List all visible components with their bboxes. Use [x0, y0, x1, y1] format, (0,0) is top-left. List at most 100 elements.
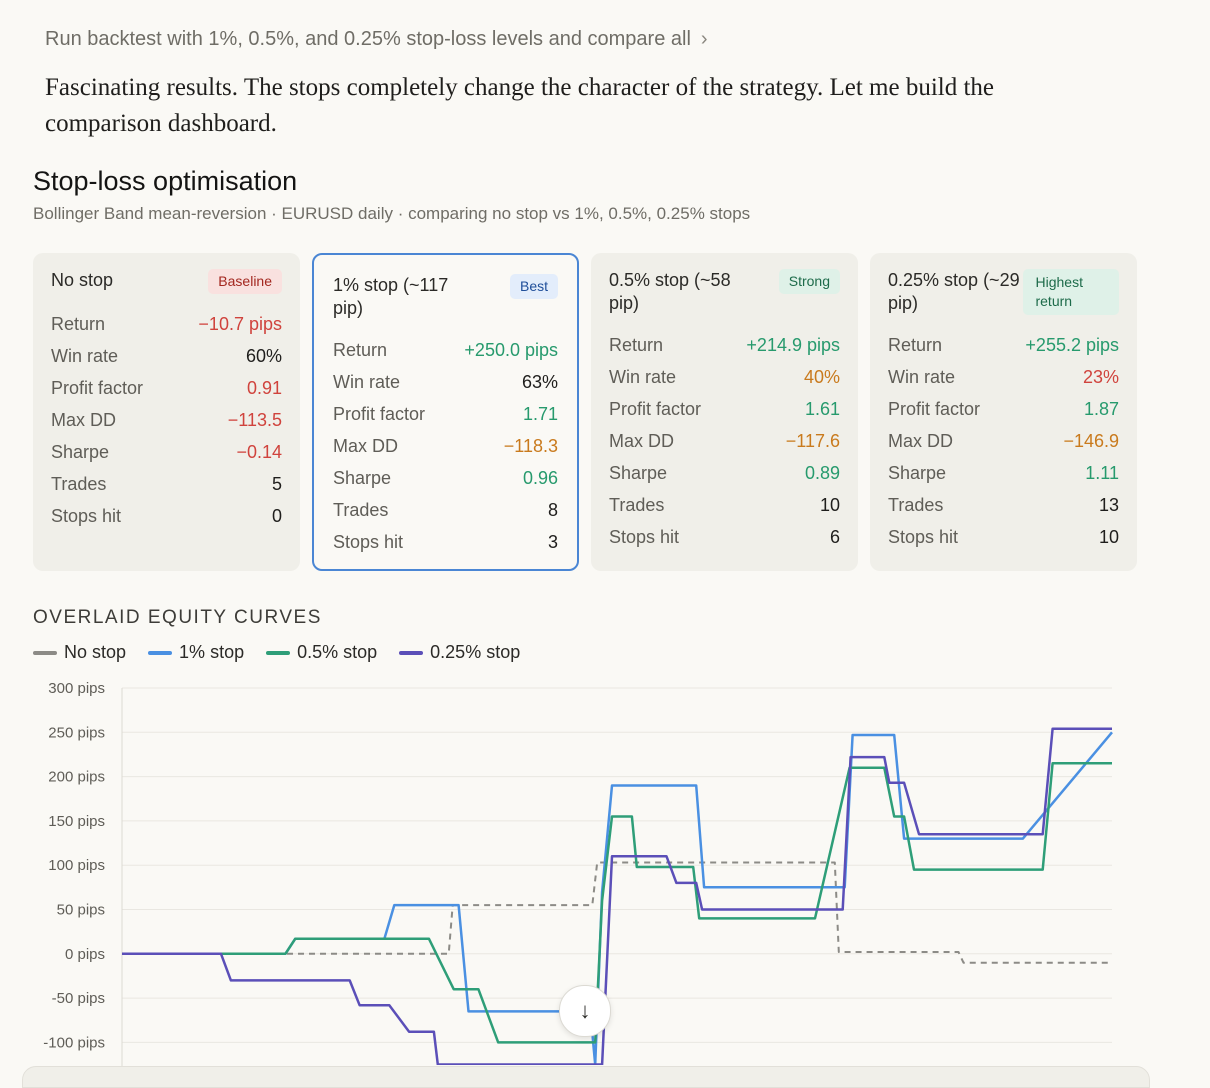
- stat-value: 10: [819, 495, 840, 515]
- stat-value: 60%: [245, 346, 282, 366]
- stat-row: Sharpe 1.11: [888, 457, 1119, 489]
- stat-label: Win rate: [609, 367, 677, 387]
- status-badge: Strong: [778, 269, 840, 294]
- stat-value: 0.91: [246, 378, 282, 398]
- stat-row: Trades 5: [51, 468, 282, 500]
- card-header: 1% stop (~117 pip) Best: [333, 274, 558, 320]
- card-title: 1% stop (~117 pip): [333, 275, 449, 318]
- y-tick-label: 250 pips: [48, 724, 105, 741]
- stat-value: 5: [271, 474, 282, 494]
- dashboard-subtitle: Bollinger Band mean-reversion · EURUSD d…: [33, 204, 751, 223]
- stat-value: 13: [1098, 495, 1119, 515]
- stat-label: Profit factor: [609, 399, 702, 419]
- stat-row: Stops hit 10: [888, 521, 1119, 553]
- stat-row: Return +214.9 pips: [609, 329, 840, 361]
- stat-row: Stops hit 6: [609, 521, 840, 553]
- stat-row: Profit factor 0.91: [51, 372, 282, 404]
- equity-curves-heading: OVERLAID EQUITY CURVES: [33, 607, 322, 628]
- user-prompt-text: Run backtest with 1%, 0.5%, and 0.25% st…: [45, 28, 691, 50]
- stat-row: Trades 8: [333, 494, 558, 526]
- stat-row: Win rate 40%: [609, 361, 840, 393]
- stat-value: −117.6: [785, 431, 840, 451]
- stat-value: 8: [547, 500, 558, 520]
- stat-row: Max DD −118.3: [333, 430, 558, 462]
- legend-label: 0.25% stop: [430, 642, 521, 662]
- y-tick-label: 50 pips: [57, 902, 105, 919]
- equity-curves-chart: 300 pips 250 pips 200 pips 150 pips 100 pips…: [43, 680, 1113, 1070]
- y-tick-label: 100 pips: [48, 857, 105, 874]
- stat-row: Trades 10: [609, 489, 840, 521]
- stat-label: Sharpe: [609, 463, 668, 483]
- stat-value: −10.7 pips: [198, 314, 282, 334]
- stat-row: Profit factor 1.61: [609, 393, 840, 425]
- stat-value: 0: [271, 506, 282, 526]
- series-line-2: [122, 762, 1112, 1044]
- y-tick-label: -100 pips: [43, 1034, 105, 1051]
- stat-row: Profit factor 1.71: [333, 398, 558, 430]
- stat-label: Max DD: [51, 410, 117, 430]
- stat-row: Sharpe 0.89: [609, 457, 840, 489]
- stat-label: Max DD: [333, 436, 399, 456]
- y-tick-label: 150 pips: [48, 813, 105, 830]
- stat-label: Max DD: [609, 431, 675, 451]
- stat-value: −146.9: [1063, 431, 1119, 451]
- stat-value: 6: [829, 527, 840, 547]
- card-header: No stop Baseline: [51, 269, 282, 294]
- stat-row: Max DD −117.6: [609, 425, 840, 457]
- stat-row: Win rate 23%: [888, 361, 1119, 393]
- user-prompt-link[interactable]: Run backtest with 1%, 0.5%, and 0.25% st…: [45, 28, 708, 51]
- y-tick-label: 200 pips: [48, 769, 105, 786]
- assistant-message: Fascinating results. The stops completel…: [45, 74, 994, 137]
- stat-value: 0.89: [804, 463, 840, 483]
- card-title: 0.25% stop (~29 pip): [888, 270, 1020, 313]
- stat-label: Win rate: [888, 367, 956, 387]
- stat-row: Stops hit 3: [333, 526, 558, 558]
- stat-label: Max DD: [888, 431, 954, 451]
- stat-value: 3: [547, 532, 558, 552]
- status-badge: Baseline: [208, 269, 282, 294]
- card-1pct-stop: 1% stop (~117 pip) Best Return +250.0 pips W…: [312, 253, 579, 571]
- stat-value: 1.87: [1083, 399, 1119, 419]
- series-line-0: [122, 861, 1112, 964]
- legend-item: 1% stop: [148, 642, 244, 663]
- card-0-25pct-stop: 0.25% stop (~29 pip) Highest return Return…: [870, 253, 1137, 571]
- legend-item: 0.25% stop: [399, 642, 520, 663]
- stat-label: Sharpe: [51, 442, 110, 462]
- stop-comparison-cards: No stop Baseline Return −10.7 pips Win rate 6…: [33, 253, 1137, 571]
- stat-row: Win rate 60%: [51, 340, 282, 372]
- message-composer[interactable]: [22, 1066, 1150, 1088]
- y-tick-label: 300 pips: [48, 680, 105, 697]
- y-tick-label: 0 pips: [65, 946, 105, 963]
- legend-item: No stop: [33, 642, 126, 663]
- stat-value: 0.96: [522, 468, 558, 488]
- stat-label: Stops hit: [333, 532, 404, 552]
- stat-row: Win rate 63%: [333, 366, 558, 398]
- stat-value: 10: [1098, 527, 1119, 547]
- stat-row: Max DD −146.9: [888, 425, 1119, 457]
- stat-value: 1.71: [522, 404, 558, 424]
- stat-value: −0.14: [236, 442, 282, 462]
- arrow-down-icon: ↓: [579, 998, 591, 1023]
- y-tick-label: -50 pips: [52, 990, 105, 1007]
- stat-value: +255.2 pips: [1025, 335, 1119, 355]
- stat-label: Trades: [51, 474, 107, 494]
- stat-row: Sharpe −0.14: [51, 436, 282, 468]
- scroll-down-button[interactable]: ↓: [559, 985, 611, 1037]
- card-title: No stop: [51, 270, 114, 290]
- stat-row: Return −10.7 pips: [51, 308, 282, 340]
- stat-label: Sharpe: [333, 468, 392, 488]
- stat-label: Trades: [333, 500, 389, 520]
- stat-label: Return: [609, 335, 664, 355]
- stat-label: Stops hit: [888, 527, 959, 547]
- legend-item: 0.5% stop: [266, 642, 377, 663]
- stat-value: 1.11: [1085, 463, 1119, 483]
- stat-label: Profit factor: [51, 378, 144, 398]
- series-line-1: [122, 731, 1113, 1065]
- stat-value: 1.61: [804, 399, 840, 419]
- legend-swatch: [266, 650, 291, 655]
- stat-row: Max DD −113.5: [51, 404, 282, 436]
- stat-row: Trades 13: [888, 489, 1119, 521]
- stat-label: Profit factor: [888, 399, 981, 419]
- card-header: 0.5% stop (~58 pip) Strong: [609, 269, 840, 315]
- stat-value: 23%: [1082, 367, 1119, 387]
